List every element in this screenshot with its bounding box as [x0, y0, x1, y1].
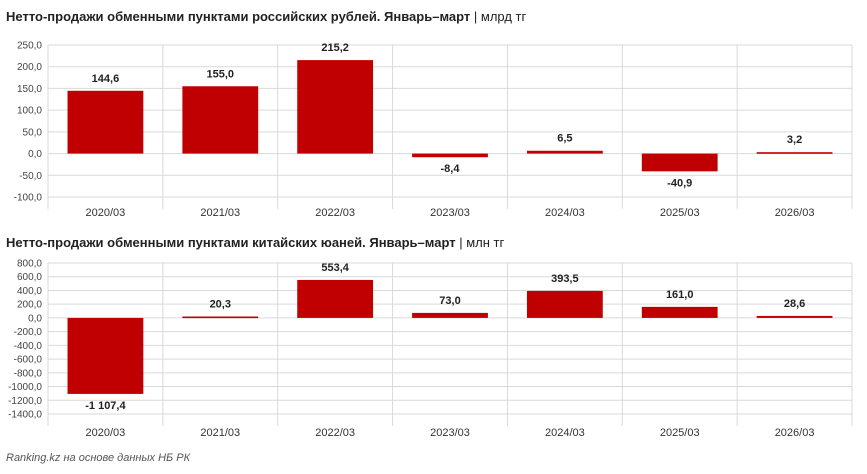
x-tick-label-cny: 2024/03: [545, 427, 585, 439]
chart-title-rub-separator: |: [470, 9, 481, 24]
y-tick-label-cny: -600,0: [14, 355, 43, 366]
x-tick-label-cny: 2022/03: [315, 427, 355, 439]
chart-title-rub: Нетто-продажи обменными пунктами российс…: [6, 9, 526, 24]
y-tick-label-cny: -800,0: [14, 368, 43, 379]
chart-title-cny: Нетто-продажи обменными пунктами китайск…: [6, 235, 504, 250]
chart-cny: 800,0 600,0 400,0 200,0 0,0 -200,0 -400,0 -600,…: [8, 259, 853, 439]
x-tick-label-cny: 2021/03: [200, 427, 240, 439]
x-tick-label-cny: 2020/03: [86, 427, 126, 439]
data-label-rub: 144,6: [92, 73, 120, 85]
data-label-rub: 155,0: [207, 68, 235, 80]
data-label-cny: -1 107,4: [85, 400, 126, 412]
data-label-rub: 215,2: [321, 42, 349, 54]
x-tick-label-rub: 2021/03: [200, 207, 240, 219]
bar-cny-2024-03: [526, 290, 603, 318]
chart-title-rub-main: Нетто-продажи обменными пунктами российс…: [6, 9, 471, 24]
y-tick-label-cny: -1000,0: [8, 382, 42, 393]
y-tick-label-cny: -200,0: [14, 327, 43, 338]
bar-rub-2020-03: [67, 90, 144, 154]
bar-cny-2020-03: [67, 317, 144, 394]
y-tick-label-rub: 50,0: [23, 127, 43, 138]
bar-cny-2022-03: [297, 279, 374, 318]
x-tick-label-cny: 2025/03: [660, 427, 700, 439]
data-label-cny: 20,3: [210, 299, 231, 311]
y-tick-label-cny: 0,0: [28, 313, 42, 324]
x-tick-label-cny: 2026/03: [775, 427, 815, 439]
x-tick-label-rub: 2026/03: [775, 207, 815, 219]
x-tick-label-rub: 2024/03: [545, 207, 585, 219]
y-tick-label-cny: 400,0: [17, 286, 42, 297]
bar-rub-2024-03: [526, 150, 603, 154]
chart-title-cny-main: Нетто-продажи обменными пунктами китайск…: [6, 235, 456, 250]
y-tick-label-cny: -400,0: [14, 341, 43, 352]
bar-cny-2026-03: [756, 315, 833, 318]
x-tick-label-rub: 2025/03: [660, 207, 700, 219]
data-label-rub: 3,2: [787, 134, 802, 146]
data-label-cny: 73,0: [439, 295, 460, 307]
bar-rub-2023-03: [412, 153, 488, 158]
y-tick-label-rub: -100,0: [14, 193, 43, 204]
y-tick-label-cny: -1200,0: [8, 396, 42, 407]
bar-rub-2026-03: [756, 152, 833, 154]
chart-rub: 250,0 200,0 150,0 100,0 50,0 0,0 -50,0 -100,0 14…: [14, 41, 853, 219]
bar-cny-2025-03: [641, 306, 718, 318]
y-tick-label-cny: -1400,0: [8, 410, 42, 421]
bar-cny-2023-03: [412, 312, 488, 318]
data-label-cny: 553,4: [321, 262, 349, 274]
chart-title-cny-unit: млн тг: [466, 235, 505, 250]
chart-title-cny-separator: |: [455, 235, 467, 250]
data-label-cny: 393,5: [551, 273, 579, 285]
bar-rub-2022-03: [297, 60, 374, 154]
chart-title-rub-unit: млрд тг: [480, 9, 527, 24]
bar-cny-2021-03: [182, 316, 259, 319]
y-tick-label-rub: 0,0: [28, 149, 42, 160]
y-tick-label-rub: 200,0: [17, 62, 42, 73]
data-label-cny: 28,6: [784, 298, 805, 310]
data-label-cny: 161,0: [666, 289, 694, 301]
bar-rub-2021-03: [182, 86, 259, 154]
y-tick-label-rub: -50,0: [19, 171, 42, 182]
x-tick-label-rub: 2023/03: [430, 207, 470, 219]
y-tick-label-rub: 250,0: [17, 41, 42, 52]
y-tick-label-rub: 100,0: [17, 106, 42, 117]
source-footer: Ranking.kz на основе данных НБ РК: [6, 452, 191, 464]
x-tick-label-cny: 2023/03: [430, 427, 470, 439]
y-tick-label-cny: 600,0: [17, 272, 42, 283]
x-tick-label-rub: 2022/03: [315, 207, 355, 219]
data-label-rub: -40,9: [667, 177, 692, 189]
bar-rub-2025-03: [641, 153, 718, 172]
y-tick-label-cny: 800,0: [17, 259, 42, 270]
y-tick-label-cny: 200,0: [17, 300, 42, 311]
data-label-rub: 6,5: [557, 133, 572, 145]
y-tick-label-rub: 150,0: [17, 84, 42, 95]
x-tick-label-rub: 2020/03: [86, 207, 126, 219]
data-label-rub: -8,4: [441, 163, 461, 175]
